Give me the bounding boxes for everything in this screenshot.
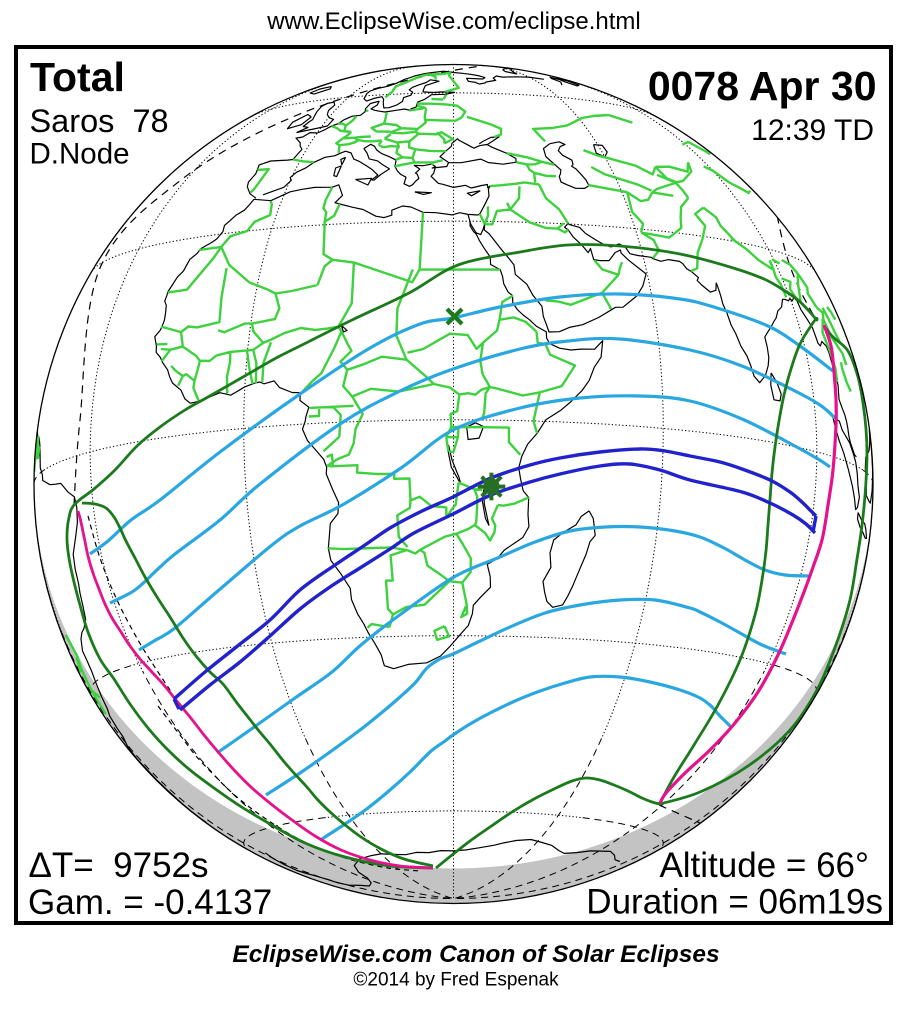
- svg-text:0078 Apr 30: 0078 Apr 30: [648, 63, 877, 109]
- svg-text:Duration = 06m19s: Duration = 06m19s: [586, 883, 883, 922]
- svg-text:ΔT= 9752s: ΔT= 9752s: [29, 846, 209, 885]
- svg-text:Saros 78: Saros 78: [30, 103, 169, 139]
- svg-text:www.EclipseWise.com/eclipse.ht: www.EclipseWise.com/eclipse.html: [266, 8, 640, 35]
- svg-text:12:39 TD: 12:39 TD: [751, 114, 874, 147]
- svg-text:Total: Total: [30, 54, 125, 100]
- svg-text:©2014 by Fred Espenak: ©2014 by Fred Espenak: [353, 970, 559, 991]
- svg-text:EclipseWise.com Canon of Solar: EclipseWise.com Canon of Solar Eclipses: [232, 941, 719, 968]
- svg-text:Gam. = -0.4137: Gam. = -0.4137: [28, 883, 272, 922]
- svg-text:D.Node: D.Node: [30, 138, 130, 171]
- svg-text:Altitude = 66°: Altitude = 66°: [659, 846, 869, 885]
